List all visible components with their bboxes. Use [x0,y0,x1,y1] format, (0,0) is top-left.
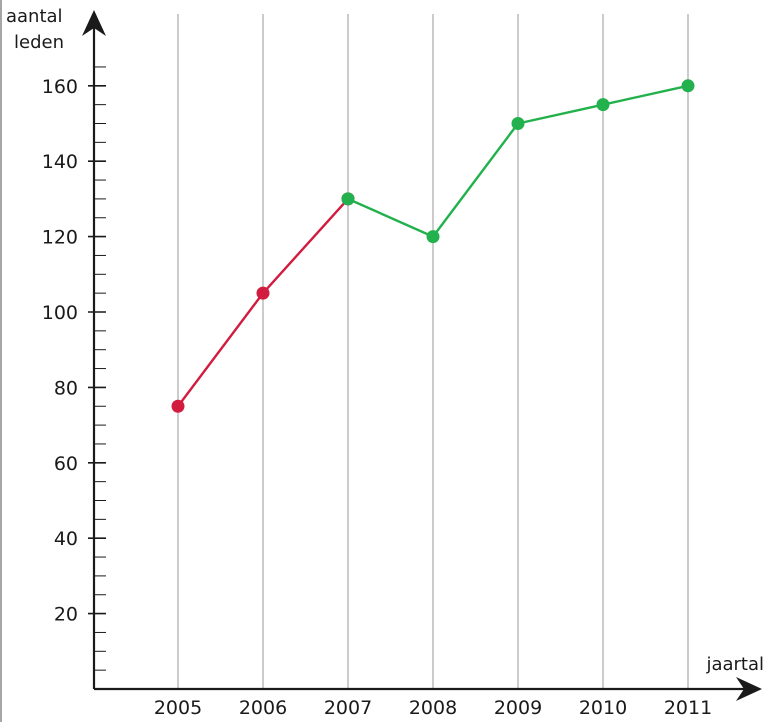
data-point-2007 [341,192,355,206]
axes [82,10,762,701]
y-tick-label-160: 160 [42,76,78,98]
y-axis-arrow-icon [82,10,106,36]
y-tick-label-100: 100 [42,302,78,324]
x-tick-label-2011: 2011 [664,697,712,719]
y-tick-label-40: 40 [54,528,78,550]
x-tick-label-2007: 2007 [324,697,372,719]
y-tick-label-120: 120 [42,227,78,249]
grid-lines [177,14,689,689]
labels: 20 40 60 80 100 120 140 160 2005 2006 2007 2008 2009… [6,6,764,719]
data-point-2011 [681,79,695,93]
x-tick-label-2008: 2008 [409,697,457,719]
y-tick-label-60: 60 [54,453,78,475]
data-point-2005 [171,399,185,413]
y-axis-title-line-1: aantal [6,6,63,27]
x-tick-label-2009: 2009 [494,697,542,719]
y-tick-label-140: 140 [42,151,78,173]
x-axis-arrow-icon [736,677,762,701]
y-axis-title-line-2: leden [14,32,64,53]
data-point-2008 [426,230,440,244]
x-tick-label-2005: 2005 [154,697,202,719]
data-point-2009 [511,117,525,130]
x-tick-label-2006: 2006 [239,697,287,719]
data-series [171,79,695,413]
data-point-2010 [596,98,610,112]
x-tick-label-2010: 2010 [579,697,627,719]
data-point-2006 [256,286,270,300]
ticks [88,66,106,671]
y-tick-label-20: 20 [54,604,78,626]
x-axis-title: jaartal [705,654,764,675]
y-tick-label-80: 80 [54,377,78,399]
